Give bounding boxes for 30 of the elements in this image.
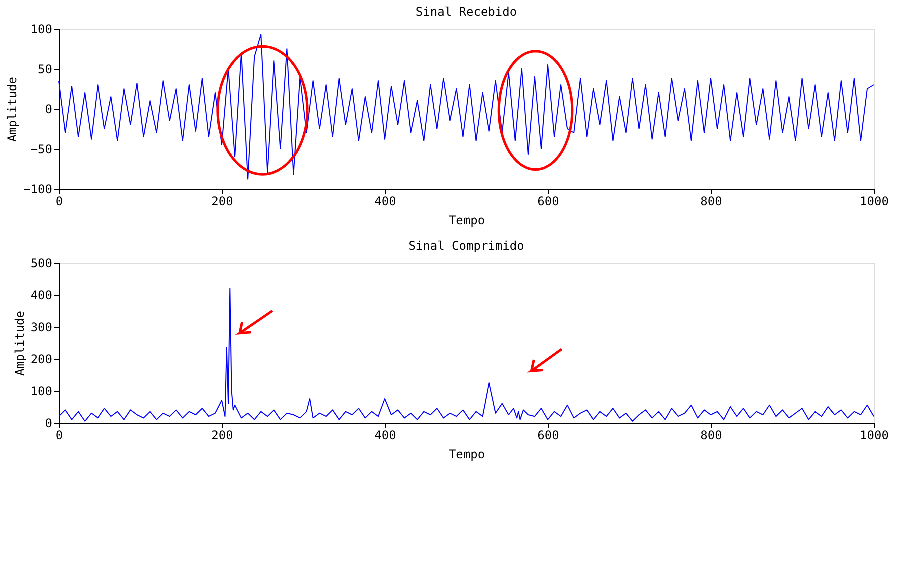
y-tick-label: 200 xyxy=(30,352,52,366)
x-tick-label: 600 xyxy=(538,194,560,208)
x-tick-label: 800 xyxy=(700,428,722,442)
x-tick-label: 800 xyxy=(700,194,722,208)
x-tick-label: 600 xyxy=(538,428,560,442)
x-tick-label: 1000 xyxy=(860,194,889,208)
y-tick-label: 300 xyxy=(30,320,52,334)
y-tick-label: 50 xyxy=(38,62,52,76)
y-tick-label: 100 xyxy=(30,384,52,398)
x-axis-title: Tempo xyxy=(448,214,486,228)
y-tick-label: 100 xyxy=(30,22,52,36)
x-axis-title: Tempo xyxy=(448,448,486,462)
y-tick-label: 0 xyxy=(45,416,52,430)
y-axis-title: Amplitude xyxy=(12,310,27,376)
y-tick-label: −100 xyxy=(24,182,52,196)
x-tick-label: 1000 xyxy=(860,428,889,442)
x-tick-label: 400 xyxy=(374,194,396,208)
line-series xyxy=(58,34,874,180)
x-tick-label: 0 xyxy=(56,428,64,442)
y-axis-title: Amplitude xyxy=(6,76,20,142)
y-tick-label: 500 xyxy=(30,256,52,270)
chart-title: Sinal Comprimido xyxy=(408,239,524,253)
y-tick-label: −50 xyxy=(30,142,52,156)
x-tick-label: 200 xyxy=(212,428,234,442)
y-tick-label: 0 xyxy=(45,102,52,116)
y-tick-label: 400 xyxy=(30,288,52,302)
x-tick-label: 0 xyxy=(56,194,64,208)
chart-title: Sinal Recebido xyxy=(416,5,518,19)
x-tick-label: 200 xyxy=(212,194,234,208)
x-tick-label: 400 xyxy=(374,428,396,442)
